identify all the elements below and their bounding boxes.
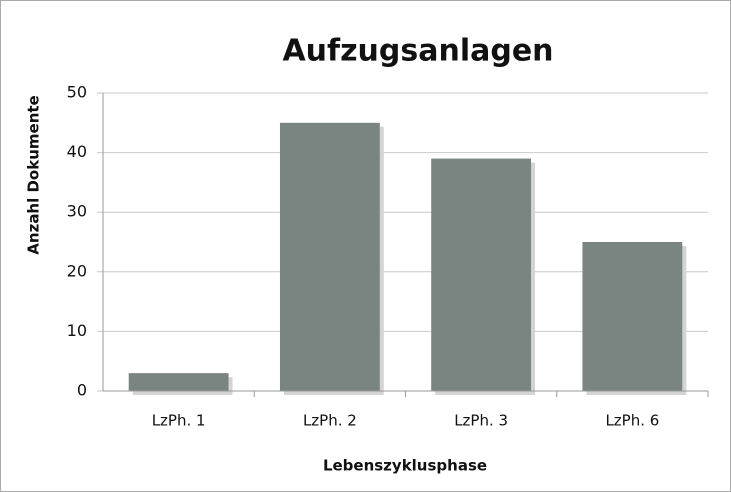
y-tick-label: 10: [67, 321, 87, 340]
y-tick-label: 50: [67, 83, 87, 102]
chart-title: Aufzugsanlagen: [282, 34, 553, 69]
bar: [582, 242, 683, 391]
bar: [431, 158, 532, 391]
x-tick-label: LzPh. 2: [303, 412, 357, 430]
y-axis-label: Anzahl Dokumente: [25, 95, 43, 254]
y-tick-label: 20: [67, 261, 87, 280]
y-tick-label: 0: [77, 381, 87, 400]
y-tick-label: 40: [67, 142, 87, 161]
y-tick-label: 30: [67, 202, 87, 221]
x-tick-label: LzPh. 3: [454, 412, 508, 430]
bar: [128, 373, 229, 391]
x-tick-label: LzPh. 6: [605, 412, 659, 430]
x-tick-label: LzPh. 1: [152, 412, 206, 430]
x-axis-label: Lebenszyklusphase: [323, 457, 487, 475]
bar: [279, 122, 380, 392]
